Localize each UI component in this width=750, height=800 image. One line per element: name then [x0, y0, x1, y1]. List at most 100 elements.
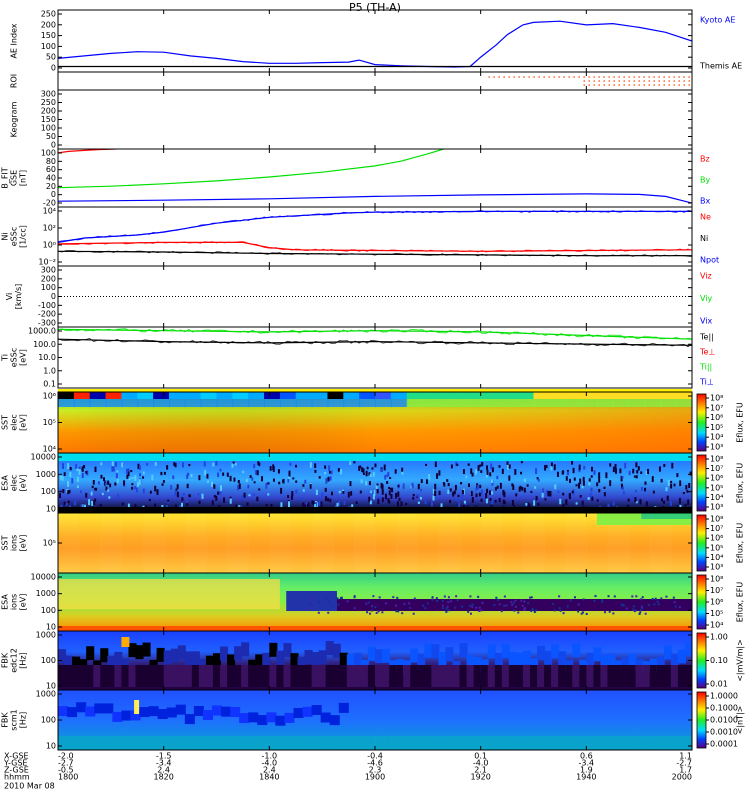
roi-marker	[613, 80, 616, 82]
spectrogram-cell	[533, 611, 536, 614]
spectrogram-cell	[324, 471, 327, 475]
spectrogram-cell	[508, 475, 511, 481]
xaxis-tick-value: 2.1	[474, 766, 487, 775]
spectrogram-cell	[356, 736, 367, 750]
spectrogram-cell	[375, 611, 378, 614]
spectrogram-cell	[401, 471, 404, 475]
spectrogram-cell	[338, 736, 349, 750]
series-npot-line	[58, 210, 692, 243]
ytick-label: 10.0	[38, 353, 56, 362]
spectrogram-cell	[100, 494, 103, 497]
spectrogram-cell	[372, 493, 375, 500]
spectrogram-cell	[528, 736, 540, 750]
ytick-label: 10⁴	[43, 445, 56, 454]
spectrogram-cell	[327, 399, 345, 407]
spectrogram-cell	[431, 596, 434, 599]
spectrogram-cell	[325, 596, 328, 599]
spectrogram-cell	[621, 603, 624, 606]
spectrogram-cell	[454, 392, 472, 399]
spectrogram-cell	[359, 465, 362, 469]
spectrogram-cell	[184, 392, 202, 399]
spectrogram-cell	[58, 392, 75, 399]
spectrogram-cell	[614, 665, 623, 687]
ytick-label: 300	[41, 266, 56, 275]
spectrogram-cell	[291, 491, 294, 497]
spectrogram-cell	[343, 501, 346, 506]
spectrogram-cell	[441, 604, 444, 607]
fbk-e-ylabel: FBK edc12 [Hz]	[1, 648, 28, 673]
spectrogram-cell	[174, 463, 177, 468]
spectrogram-cell	[75, 464, 78, 469]
spectrogram-cell	[256, 496, 259, 502]
spectrogram-cell	[574, 736, 585, 750]
spectrogram-cell	[601, 599, 604, 602]
spectrogram-cell	[485, 399, 503, 407]
cb-fbk-b-label: <|nT|>	[736, 706, 745, 735]
spectrogram-cell	[569, 478, 572, 483]
spectrogram-cell	[461, 493, 464, 500]
spectrogram-cell	[475, 488, 478, 491]
ylabel-line: [nT]	[19, 170, 28, 186]
spectrogram-cell	[401, 467, 404, 472]
spectrogram-cell	[142, 665, 151, 687]
spectrogram-cell	[661, 498, 664, 502]
spectrogram-cell	[645, 470, 648, 476]
spectrogram-cell	[79, 665, 88, 687]
ytick-label: 250	[41, 10, 56, 19]
spectrogram-cell	[182, 493, 185, 496]
spectrogram-cell	[557, 490, 560, 493]
spectrogram-cell	[670, 653, 679, 668]
spectrogram-cell	[242, 470, 245, 474]
spectrogram-cell	[115, 473, 118, 479]
spectrogram-cell	[213, 484, 216, 489]
spectrogram-cell	[635, 595, 638, 598]
spectrogram-cell	[198, 475, 201, 481]
spectrogram-cell	[512, 601, 515, 604]
spectrogram-cell	[58, 665, 67, 687]
spectrogram-cell	[91, 485, 94, 489]
spectrogram-cell	[353, 607, 356, 610]
spectrogram-cell	[571, 461, 574, 465]
spectrogram-cell	[612, 501, 615, 506]
ytick-label: 200	[41, 20, 56, 29]
spectrogram-cell	[589, 492, 592, 498]
spectrogram-cell	[397, 491, 400, 497]
xaxis-tick-value: -2.0	[58, 752, 74, 761]
spectrogram-cell	[328, 471, 331, 474]
spectrogram-cell	[403, 665, 412, 687]
spectrogram-cell	[126, 474, 129, 479]
spectrogram-cell	[226, 472, 229, 477]
spectrogram-cell	[227, 513, 250, 573]
spectrogram-cell	[453, 490, 456, 495]
spectrogram-cell	[544, 650, 553, 665]
spectrogram-cell	[94, 703, 105, 714]
spectrogram-cell	[501, 399, 519, 407]
colorbar-tick-label: 1.0000	[710, 692, 738, 701]
series-bx-line	[58, 193, 692, 204]
spectrogram-cell	[94, 466, 97, 473]
spectrogram-cell	[65, 665, 74, 687]
xaxis-tick-value: 2.4	[263, 766, 276, 775]
spectrogram-cell	[445, 647, 454, 662]
spectrogram-cell	[625, 607, 628, 610]
roi-marker	[673, 76, 675, 78]
spectrogram-cell	[549, 392, 567, 399]
spectrogram-cell	[541, 492, 544, 498]
roi-marker	[658, 80, 661, 82]
spectrogram-cell	[487, 665, 496, 687]
spectrogram-cell	[434, 490, 437, 497]
legend-entry: Ti||	[699, 363, 712, 372]
spectrogram-cell	[682, 736, 692, 750]
spectrogram-cell	[396, 513, 419, 573]
spectrogram-band	[286, 591, 337, 611]
spectrogram-cell	[365, 602, 368, 605]
ylabel-line: eSSc	[10, 227, 19, 246]
spectrogram-cell	[170, 648, 179, 663]
spectrogram-cell	[338, 490, 341, 494]
spectrogram-cell	[114, 665, 123, 687]
spectrogram-cell	[253, 463, 256, 469]
spectrogram-cell	[596, 399, 614, 407]
spectrogram-cell	[283, 665, 292, 687]
ae-frame	[57, 9, 693, 73]
